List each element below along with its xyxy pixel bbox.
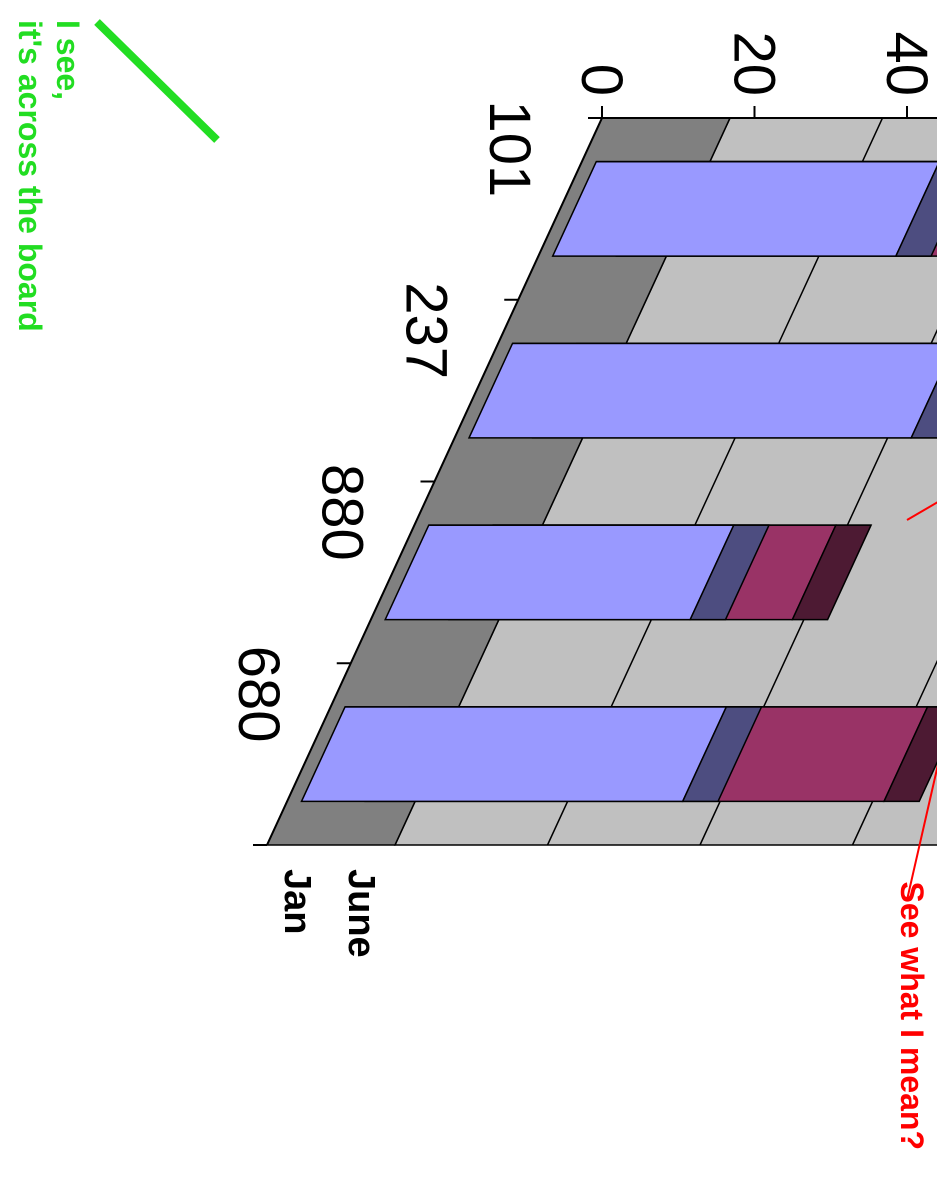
annotation-arrow [906,706,937,901]
x-tick-label: 880 [310,464,375,561]
bar-top-face [910,342,937,439]
bar-top-face [894,160,937,257]
bar [467,342,937,439]
bar [551,160,937,257]
annotation-green-line [94,19,220,143]
series-label: Jan [276,869,318,934]
bar-front-face [551,160,937,257]
axes [253,106,937,846]
bar-front-face [467,342,937,439]
annotation-see-what-i-mean: See what I mean? [894,881,930,1150]
rotated-plot-group: 020406080101237880680JanJune See what I … [12,19,937,1150]
y-tick-label: 0 [569,64,634,96]
x-tick-label: 237 [393,282,458,379]
bar [384,524,771,621]
annotation-across-the-board: it's across the board [12,20,48,332]
axis-labels: 020406080101237880680JanJune [226,31,937,957]
bar-front-face [300,706,728,803]
series-label: June [340,869,382,958]
y-tick-label: 40 [874,31,937,96]
x-tick-label: 680 [226,646,291,743]
annotation-i-see: I see, [50,20,86,100]
y-tick-label: 20 [722,31,787,96]
bars [300,160,937,803]
x-tick-label: 101 [477,100,542,197]
annotations: See what I mean? I see,it's across the bo… [12,19,937,1150]
bar [300,706,763,803]
bar-front-face [384,524,735,621]
bar-top-face [882,706,937,803]
